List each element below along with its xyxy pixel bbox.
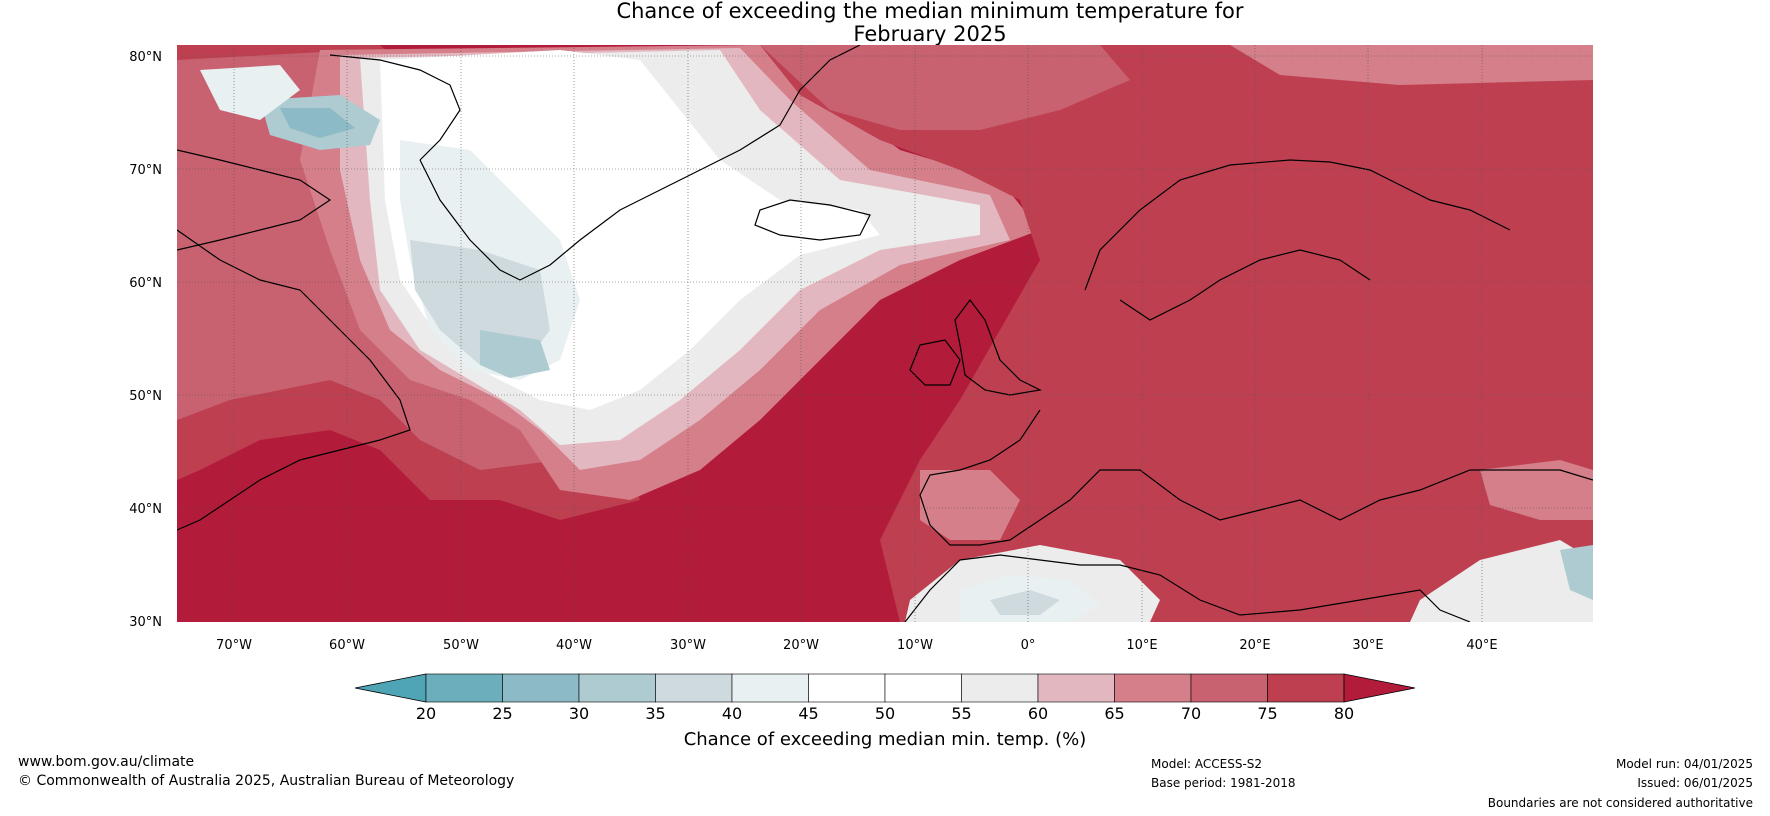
title-line-2: February 2025 <box>853 22 1007 46</box>
ireland-coast <box>909 339 961 386</box>
colorbar-segment <box>1114 673 1192 703</box>
region-algeria-greyblue <box>990 590 1060 615</box>
north-africa-coast <box>904 554 1471 622</box>
title-line-1: Chance of exceeding the median minimum t… <box>616 0 1244 23</box>
colorbar-segment <box>1267 673 1345 703</box>
region-baffin-teal <box>280 108 355 138</box>
colorbar-label: Chance of exceeding median min. temp. (%… <box>684 729 1087 750</box>
lon-label: 20°W <box>783 638 819 653</box>
region-baffin-paleblue <box>200 65 300 120</box>
colorbar-segment <box>502 673 580 703</box>
lat-label: 70°N <box>129 163 162 178</box>
colorbar-tick-label: 30 <box>569 704 589 723</box>
colorbar-extend-low <box>354 673 427 703</box>
colorbar-segment <box>884 673 962 703</box>
lon-label: 40°W <box>556 638 592 653</box>
colorbar-tick-label: 25 <box>492 704 512 723</box>
baffin-coast <box>177 149 332 251</box>
colorbar-tick-label: 40 <box>722 704 742 723</box>
scandinavia-coast <box>1084 159 1511 291</box>
labrador-coast <box>177 229 411 531</box>
colorbar-segment <box>1037 673 1115 703</box>
colorbar-segment <box>808 673 886 703</box>
greenland-coast <box>419 45 861 281</box>
lon-label: 10°E <box>1126 638 1157 653</box>
colorbar <box>354 673 1416 703</box>
colorbar-segment <box>1190 673 1268 703</box>
region-labrador-sea-blue <box>480 330 550 378</box>
colorbar-tick-label: 35 <box>645 704 665 723</box>
base-period-text: Base period: 1981-2018 <box>1151 776 1296 790</box>
issued-text: Issued: 06/01/2025 <box>1637 776 1753 790</box>
lat-label: 60°N <box>129 276 162 291</box>
lon-label: 0° <box>1021 638 1036 653</box>
colorbar-segment <box>655 673 733 703</box>
map-title: Chance of exceeding the median minimum t… <box>0 0 1770 46</box>
region-barents-midred <box>760 45 1130 130</box>
baltic-coast <box>1119 249 1371 321</box>
latitude-labels: 80°N 70°N 60°N 50°N 40°N 30°N <box>129 50 162 630</box>
lon-label: 30°W <box>670 638 706 653</box>
copyright-text: © Commonwealth of Australia 2025, Austra… <box>18 773 515 789</box>
disclaimer-text: Boundaries are not considered authoritat… <box>1487 796 1753 810</box>
coastlines <box>177 45 1593 622</box>
website-text: www.bom.gov.au/climate <box>18 754 195 770</box>
lon-label: 70°W <box>216 638 252 653</box>
lat-label: 40°N <box>129 502 162 517</box>
lat-label: 30°N <box>129 615 162 630</box>
colorbar-tick-label: 50 <box>875 704 895 723</box>
colorbar-tick-label: 65 <box>1104 704 1124 723</box>
region-turkey-pink <box>1480 460 1593 520</box>
model-run-text: Model run: 04/01/2025 <box>1615 757 1753 771</box>
colorbar-extend-high <box>1343 673 1416 703</box>
graticule <box>177 45 1593 622</box>
colorbar-tick-label: 80 <box>1334 704 1354 723</box>
lon-label: 30°E <box>1352 638 1383 653</box>
colorbar-segment <box>961 673 1039 703</box>
colorbar-tick-label: 60 <box>1028 704 1048 723</box>
europe-atlantic-coast <box>919 409 1593 546</box>
region-iberia-pink <box>920 470 1020 540</box>
region-svalbard-pink <box>1230 45 1593 85</box>
region-egypt-grey <box>1410 540 1593 622</box>
iceland-coast <box>754 199 871 241</box>
model-text: Model: ACCESS-S2 <box>1151 757 1263 771</box>
colorbar-tick-label: 55 <box>951 704 971 723</box>
lon-label: 60°W <box>329 638 365 653</box>
colorbar-segment <box>578 673 656 703</box>
lat-label: 80°N <box>129 50 162 65</box>
greenland-west-coast <box>329 54 461 161</box>
region-persian-blue <box>1560 545 1593 600</box>
map-field <box>177 45 1593 622</box>
lon-label: 50°W <box>443 638 479 653</box>
colorbar-segment <box>425 673 503 703</box>
lon-label: 40°E <box>1466 638 1497 653</box>
colorbar-segment <box>731 673 809 703</box>
lat-label: 50°N <box>129 389 162 404</box>
longitude-labels: 70°W 60°W 50°W 40°W 30°W 20°W 10°W 0° 10… <box>216 638 1498 653</box>
colorbar-tick-label: 20 <box>416 704 436 723</box>
colorbar-tick-label: 75 <box>1257 704 1277 723</box>
colorbar-tick-label: 45 <box>798 704 818 723</box>
colorbar-tick-labels: 20 25 30 35 40 45 50 55 60 65 70 75 80 <box>416 704 1354 723</box>
britain-coast <box>954 299 1042 396</box>
lon-label: 20°E <box>1239 638 1270 653</box>
lon-label: 10°W <box>897 638 933 653</box>
colorbar-tick-label: 70 <box>1181 704 1201 723</box>
